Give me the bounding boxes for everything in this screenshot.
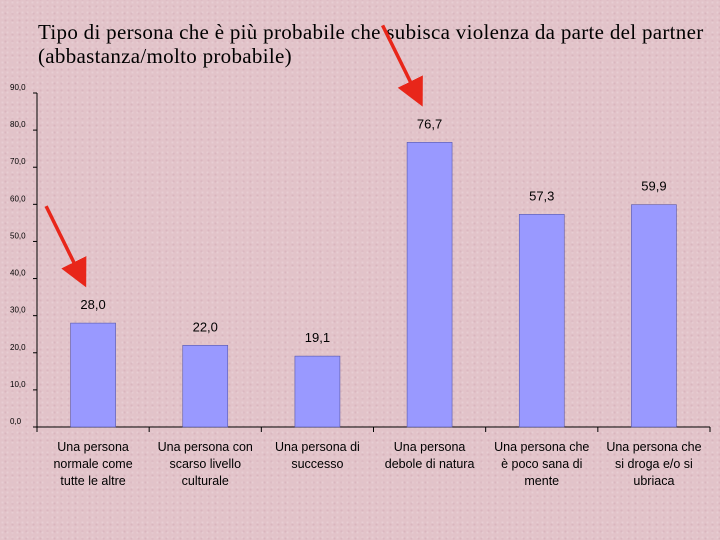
y-tick-label: 40,0 bbox=[10, 269, 26, 278]
category-label: Una persona con bbox=[158, 440, 253, 454]
y-tick-label: 80,0 bbox=[10, 120, 26, 129]
category-label: Una persona di bbox=[275, 440, 360, 454]
category-label: Una persona bbox=[394, 440, 466, 454]
category-label: debole di natura bbox=[385, 457, 475, 471]
category-label: mente bbox=[524, 474, 559, 488]
annotation-arrow bbox=[381, 24, 423, 107]
category-label: Una persona che bbox=[606, 440, 701, 454]
category-label: Una persona che bbox=[494, 440, 589, 454]
y-tick-label: 50,0 bbox=[10, 231, 26, 240]
y-tick-label: 60,0 bbox=[10, 194, 26, 203]
bar bbox=[182, 345, 229, 428]
category-label: ubriaca bbox=[633, 474, 674, 488]
y-tick-label: 10,0 bbox=[10, 380, 26, 389]
data-label: 22,0 bbox=[193, 319, 218, 334]
category-label: è poco sana di bbox=[501, 457, 582, 471]
data-label: 59,9 bbox=[641, 179, 666, 194]
y-tick-label: 20,0 bbox=[10, 343, 26, 352]
bar bbox=[518, 214, 565, 428]
bar bbox=[406, 142, 453, 428]
data-label: 57,3 bbox=[529, 188, 554, 203]
y-tick-label: 90,0 bbox=[10, 83, 26, 92]
category-label: normale come bbox=[53, 457, 132, 471]
data-label: 19,1 bbox=[305, 330, 330, 345]
category-label: tutte le altre bbox=[60, 474, 125, 488]
bar bbox=[631, 204, 677, 428]
data-label: 76,7 bbox=[417, 116, 442, 131]
category-label: successo bbox=[291, 457, 343, 471]
data-label: 28,0 bbox=[80, 297, 105, 312]
category-label: scarso livello bbox=[169, 457, 241, 471]
bar bbox=[70, 322, 116, 428]
y-tick-label: 30,0 bbox=[10, 306, 26, 315]
y-tick-label: 0,0 bbox=[10, 417, 22, 426]
annotation-arrow bbox=[44, 205, 87, 288]
slide-title: Tipo di persona che è più probabile che … bbox=[38, 20, 704, 68]
category-label: Una persona bbox=[57, 440, 129, 454]
y-tick-label: 70,0 bbox=[10, 157, 26, 166]
category-label: si droga e/o si bbox=[615, 457, 693, 471]
bar bbox=[294, 355, 341, 428]
category-label: culturale bbox=[182, 474, 229, 488]
